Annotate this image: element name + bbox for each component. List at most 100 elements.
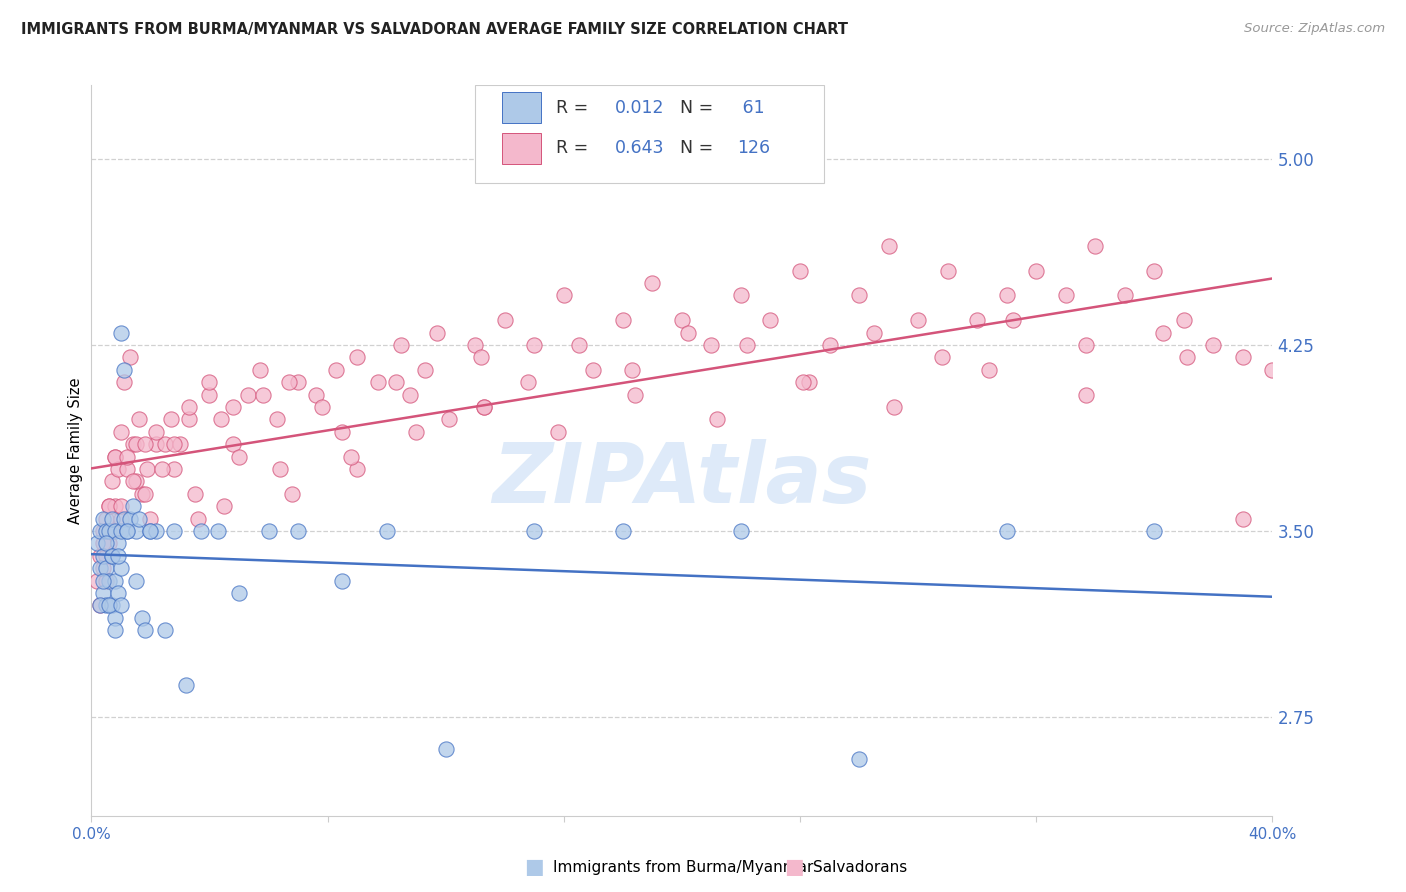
Point [139,524,162,538]
Point [671,313,693,327]
Point [287,376,309,390]
Text: Salvadorans: Salvadorans [813,860,907,874]
Point [1076,387,1098,401]
Point [150,462,173,476]
Point [98,500,121,514]
Point [340,450,363,464]
Point [389,338,413,352]
Text: 0.012: 0.012 [614,99,664,117]
Text: R =: R = [555,139,593,157]
Point [332,574,354,588]
Point [115,524,138,538]
Point [101,475,124,489]
Point [676,326,699,340]
Point [1114,288,1136,302]
Point [995,524,1018,538]
Point [107,549,129,563]
Point [266,412,288,426]
Point [96,561,118,575]
Point [110,425,132,439]
Point [104,624,127,638]
Point [121,500,143,514]
Point [735,338,758,352]
Point [110,599,132,613]
Text: Source: ZipAtlas.com: Source: ZipAtlas.com [1244,22,1385,36]
Point [101,599,124,613]
Point [89,599,111,613]
Point [612,524,634,538]
Point [405,425,427,439]
Point [1143,263,1166,277]
Point [174,678,197,692]
Text: R =: R = [555,99,593,117]
Point [1025,263,1047,277]
Point [153,437,177,451]
Point [877,239,900,253]
Point [110,511,132,525]
Point [163,437,186,451]
Point [818,338,841,352]
Point [115,450,138,464]
Point [104,450,127,464]
Point [91,549,114,563]
Point [98,599,121,613]
Point [107,586,129,600]
Point [1076,338,1098,352]
Point [278,376,301,390]
Text: ■: ■ [524,857,544,877]
Point [104,524,127,538]
Point [252,387,274,401]
Point [700,338,723,352]
Point [124,437,148,451]
Point [96,524,118,538]
Point [472,400,495,414]
Point [325,363,347,377]
Point [494,313,516,327]
Point [86,536,108,550]
Point [131,487,153,501]
Point [101,549,124,563]
Point [134,624,156,638]
Point [169,437,191,451]
Point [124,475,148,489]
Point [1232,511,1254,525]
Point [136,462,159,476]
Point [848,752,870,766]
Point [792,376,814,390]
Text: N =: N = [679,99,718,117]
Point [907,313,929,327]
Point [153,624,177,638]
Text: N =: N = [679,139,718,157]
Point [89,549,111,563]
Point [110,500,132,514]
Point [101,549,124,563]
Point [163,462,186,476]
Point [91,524,114,538]
Point [620,363,643,377]
Point [101,511,124,525]
Text: 126: 126 [737,139,770,157]
Point [91,586,114,600]
Point [89,599,111,613]
Point [139,524,162,538]
Point [183,487,207,501]
Point [797,376,820,390]
Point [198,387,221,401]
Point [641,276,664,290]
Point [305,387,328,401]
Point [346,462,368,476]
Point [269,462,291,476]
Point [523,524,546,538]
Point [91,536,114,550]
Point [96,574,118,588]
Y-axis label: Average Family Size: Average Family Size [67,377,83,524]
Point [249,363,271,377]
Point [98,536,121,550]
Point [96,511,118,525]
Point [523,338,546,352]
Point [1143,524,1166,538]
Point [160,412,183,426]
Point [1173,313,1195,327]
Point [98,524,121,538]
Point [134,487,156,501]
